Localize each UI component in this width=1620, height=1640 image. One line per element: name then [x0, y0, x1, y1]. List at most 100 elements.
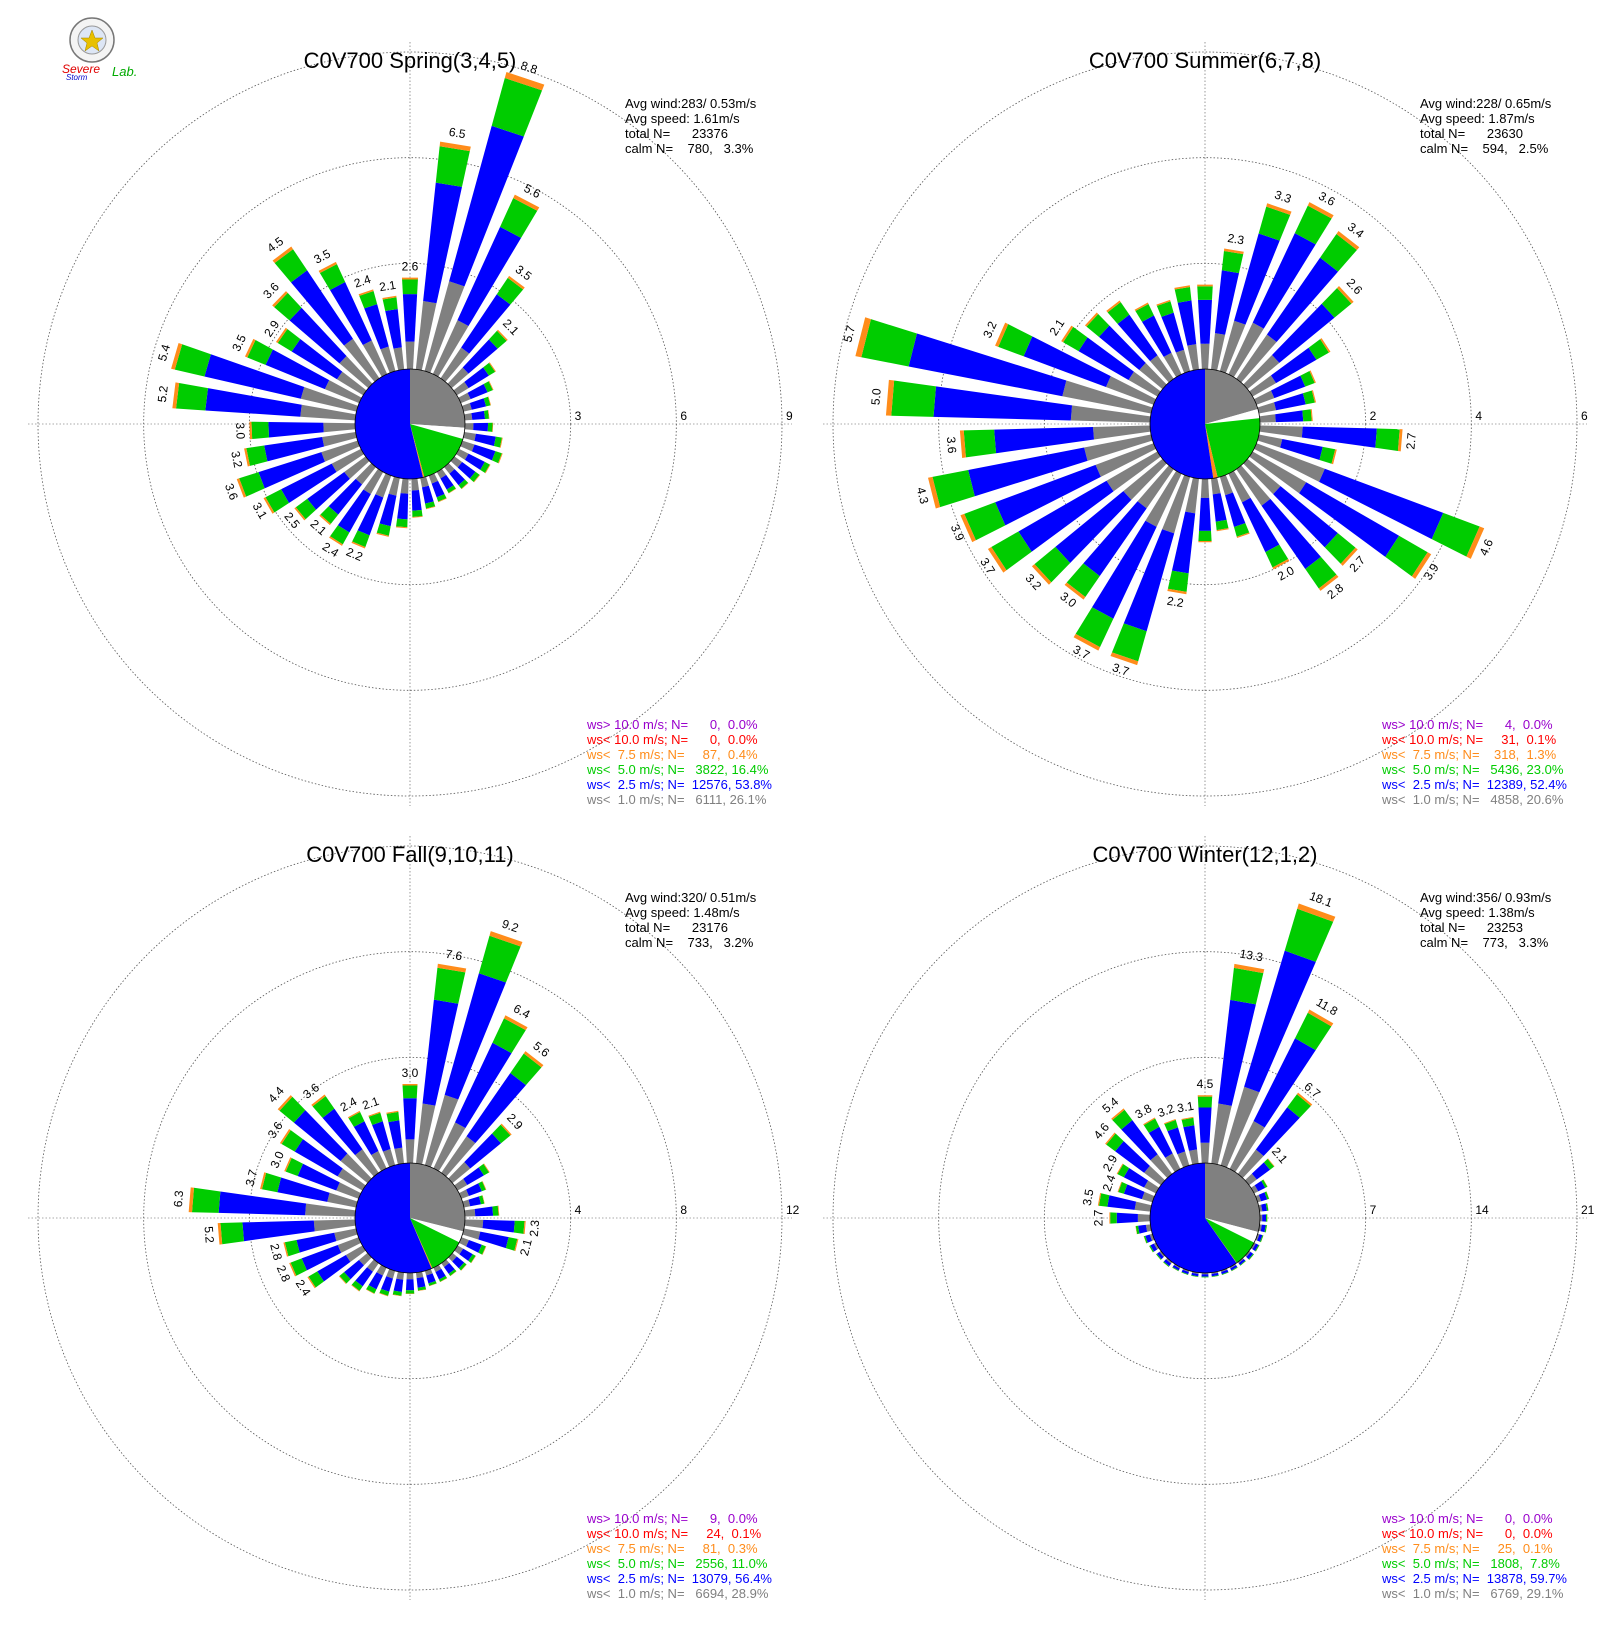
bar-segment-lt1 [1259, 1214, 1263, 1222]
bar-segment-lt1 [420, 476, 429, 488]
bar-segment-lt2-5 [1117, 314, 1158, 362]
bar-value-label: 3.7 [243, 1168, 261, 1188]
bar-segment-lt5 [932, 469, 975, 508]
bar-segment-lt5 [284, 1240, 300, 1257]
bar-segment-lt5 [247, 340, 273, 365]
bar-segment-lt7-5 [1309, 370, 1316, 384]
bar-segment-lt7-5 [1172, 1267, 1179, 1272]
bar-segment-lt7-5 [1221, 1272, 1229, 1276]
bar-segment-lt7-5 [1223, 248, 1244, 255]
bar-segment-lt1 [334, 1228, 358, 1242]
bar-segment-lt5 [285, 1157, 304, 1177]
bar-segment-lt7-5 [1397, 429, 1403, 452]
bar-segment-lt2-5 [1238, 1258, 1246, 1266]
bar-segment-lt1 [464, 1219, 484, 1229]
bar-value-label: 3.7 [1111, 660, 1132, 679]
bar-segment-lt7-5 [1297, 903, 1336, 922]
bar-segment-lt5 [1107, 302, 1130, 324]
bar-segment-lt2-5 [1023, 336, 1111, 388]
bar-value-label: 3.2 [228, 450, 245, 469]
bar-segment-lt5 [402, 1085, 418, 1099]
bar-segment-lt7-5 [1105, 1132, 1116, 1145]
bar-segment-lt2-5 [1148, 1126, 1173, 1158]
bar-segment-lt5 [386, 1111, 400, 1123]
bar-segment-lt2-5 [464, 1133, 502, 1169]
bar-segment-lt2-5 [1258, 1192, 1268, 1202]
bar-segment-lt1 [1150, 355, 1174, 383]
bar-segment-lt2-5 [328, 478, 363, 515]
bar-segment-lt7-5 [1249, 1254, 1255, 1260]
bar-segment-lt5 [274, 249, 308, 283]
bar-segment-lt7-5 [498, 453, 503, 464]
bar-segment-lt2-5 [1255, 1107, 1300, 1156]
bar-value-label: 3.6 [222, 481, 241, 502]
bar-value-label: 3.5 [311, 246, 333, 266]
bar-value-label: 13.3 [1239, 947, 1265, 965]
bar-segment-lt5 [483, 381, 493, 393]
bar-segment-lt1 [1255, 1194, 1262, 1203]
bar-segment-lt1 [375, 473, 392, 498]
bar-segment-lt5 [964, 502, 1006, 541]
bar-segment-lt5 [352, 530, 370, 548]
bar-segment-lt7-5 [244, 338, 256, 358]
bar-segment-lt7-5 [1198, 540, 1212, 543]
bar-segment-lt7-5 [1155, 1254, 1161, 1260]
bar-segment-lt1 [428, 473, 439, 484]
bar-segment-lt5 [320, 506, 339, 524]
bar-segment-lt1 [1144, 1180, 1160, 1194]
bar-segment-lt2-5 [1163, 1259, 1172, 1267]
bar-segment-lt1 [432, 320, 469, 377]
bar-segment-lt2-5 [1257, 1234, 1263, 1242]
bar-value-label: 4.5 [1197, 1077, 1214, 1091]
bar-segment-lt1 [406, 1272, 414, 1280]
bar-segment-lt7-5 [402, 1083, 418, 1086]
severe-storm-lab-logo: Severe Storm Lab. [62, 17, 137, 82]
bar-segment-lt2-5 [277, 1177, 330, 1202]
bar-segment-lt1 [331, 448, 364, 472]
bar-segment-lt5 [295, 498, 317, 520]
bar-segment-lt2-5 [908, 333, 1067, 397]
bar-segment-lt1 [433, 1122, 466, 1172]
bar-value-label: 2.3 [527, 1219, 542, 1237]
stats-line: total N= 23253 [1420, 920, 1523, 935]
bar-segment-lt7-5 [1097, 1193, 1102, 1206]
stats-line: calm N= 773, 3.3% [1420, 935, 1549, 950]
ring-label: 6 [680, 409, 687, 423]
bar-segment-lt2-5 [381, 1276, 393, 1292]
bar-segment-lt2-5 [933, 386, 1073, 421]
bar-segment-lt5 [1075, 607, 1114, 648]
legend-entry: ws< 7.5 m/s; N= 87, 0.4% [586, 747, 758, 762]
pie-outline [354, 368, 466, 480]
bar-segment-lt7-5 [379, 1292, 389, 1297]
legend-entry: ws< 7.5 m/s; N= 318, 1.3% [1381, 747, 1557, 762]
bar-value-label: 7.6 [444, 947, 463, 964]
pie-slice-calm [410, 1163, 465, 1232]
chart-title: C0V700 Winter(12,1,2) [1093, 842, 1318, 867]
bar-segment-lt2-5 [1275, 410, 1304, 423]
bar-segment-lt2-5 [423, 182, 462, 304]
bar-segment-lt1 [355, 1149, 379, 1177]
logo-text-storm: Storm [66, 73, 88, 82]
bar-segment-lt1 [371, 1151, 387, 1172]
bar-segment-lt1 [1128, 371, 1161, 397]
bar-segment-lt7-5 [450, 1271, 457, 1277]
bar-segment-lt5 [368, 1112, 383, 1125]
bar-segment-lt5 [379, 1288, 390, 1296]
bar-segment-lt2-5 [1266, 257, 1339, 342]
bar-segment-lt2-5 [464, 367, 489, 389]
bar-segment-lt5 [1255, 1244, 1260, 1252]
bar-segment-lt5 [513, 1220, 525, 1234]
bar-segment-lt7-5 [1310, 409, 1313, 422]
stats-line: Avg speed: 1.48m/s [625, 905, 740, 920]
bar-segment-lt2-5 [422, 999, 459, 1106]
bar-segment-lt5 [405, 1290, 415, 1294]
bar-segment-lt7-5 [439, 141, 471, 152]
bar-segment-lt7-5 [492, 422, 494, 432]
bar-segment-lt5 [1112, 1109, 1133, 1130]
bar-segment-lt7-5 [1466, 526, 1485, 559]
bar-segment-lt1 [1228, 322, 1264, 378]
bar-value-label: 4.6 [1477, 537, 1497, 558]
bar-segment-lt7-5 [1143, 1117, 1156, 1126]
bar-segment-lt5 [1233, 523, 1250, 537]
